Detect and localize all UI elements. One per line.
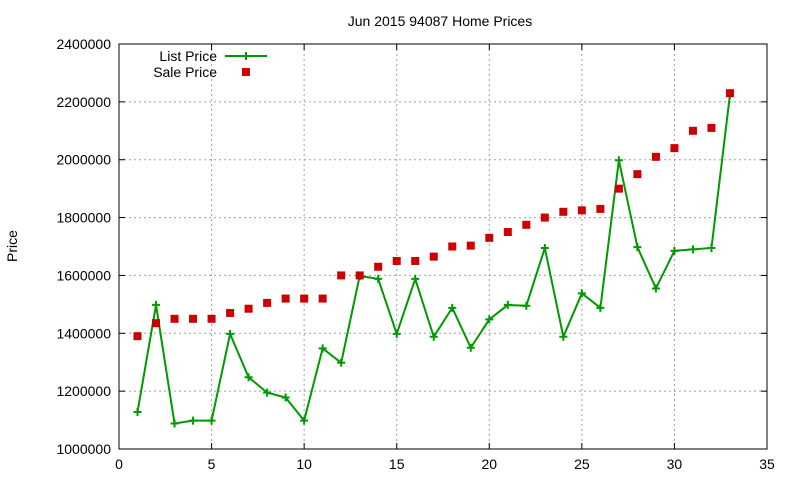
y-axis-label: Price xyxy=(4,230,20,262)
plot-frame xyxy=(118,43,768,450)
sale-price-point xyxy=(226,309,235,318)
sale-price-point xyxy=(725,89,734,98)
sale-price-point xyxy=(281,294,290,303)
list-price-point xyxy=(429,332,438,341)
sale-price-point xyxy=(540,213,549,222)
legend-swatch-sale-price xyxy=(242,68,250,76)
list-price-point xyxy=(133,407,142,416)
x-tick-label: 10 xyxy=(296,456,312,472)
y-tick-label: 1000000 xyxy=(56,441,111,457)
sale-price-point xyxy=(318,294,327,303)
list-price-point xyxy=(577,289,586,298)
y-tick-label: 1600000 xyxy=(56,267,111,283)
sale-price-point xyxy=(392,256,401,265)
list-price-point xyxy=(707,243,716,252)
sale-price-point xyxy=(707,123,716,132)
list-price-point xyxy=(614,156,623,165)
sale-price-point xyxy=(170,314,179,323)
list-price-point xyxy=(300,416,309,425)
sale-price-point xyxy=(429,252,438,261)
list-price-point xyxy=(152,300,161,309)
list-price-point xyxy=(466,343,475,352)
axis-ticks: 0 5 10 15 20 25 30 35 1000000 1200000 1400000 16000… xyxy=(56,36,775,472)
legend-label-sale-price: Sale Price xyxy=(153,64,217,80)
sale-price-point xyxy=(263,298,272,307)
sale-price-point xyxy=(559,207,568,216)
list-price-point xyxy=(189,416,198,425)
x-tick-label: 25 xyxy=(574,456,590,472)
sale-price-point xyxy=(207,314,216,323)
chart-title: Jun 2015 94087 Home Prices xyxy=(348,13,532,29)
sale-price-point xyxy=(522,220,531,229)
list-price-point xyxy=(337,358,346,367)
y-tick-label: 2400000 xyxy=(56,36,111,52)
legend-marker-list-price xyxy=(242,52,250,60)
list-price-point xyxy=(281,393,290,402)
y-tick-label: 2200000 xyxy=(56,94,111,110)
list-price-point xyxy=(244,373,253,382)
list-price-point xyxy=(374,274,383,283)
sale-price-point xyxy=(596,204,605,213)
x-tick-label: 0 xyxy=(115,456,123,472)
sale-price-point xyxy=(614,184,623,193)
series xyxy=(133,89,734,428)
y-tick-label: 1400000 xyxy=(56,325,111,341)
list-price-point xyxy=(596,303,605,312)
list-price-point xyxy=(540,243,549,252)
sale-price-point xyxy=(448,242,457,251)
y-tick-label: 1200000 xyxy=(56,383,111,399)
list-price-point xyxy=(448,303,457,312)
list-price-point xyxy=(688,245,697,254)
list-price-point xyxy=(263,388,272,397)
sale-price-point xyxy=(466,241,475,250)
sale-price-point xyxy=(651,152,660,161)
sale-price-point xyxy=(337,271,346,280)
x-tick-label: 30 xyxy=(667,456,683,472)
sale-price-point xyxy=(485,233,494,242)
list-price-point xyxy=(485,315,494,324)
list-price-point xyxy=(522,301,531,310)
list-price-point xyxy=(207,416,216,425)
list-price-point xyxy=(670,246,679,255)
sale-price-point xyxy=(189,314,198,323)
sale-price-point xyxy=(152,319,161,328)
legend-label-list-price: List Price xyxy=(159,48,217,64)
sale-price-point xyxy=(633,170,642,179)
x-tick-label: 5 xyxy=(208,456,216,472)
sale-price-point xyxy=(374,262,383,271)
legend: List Price Sale Price xyxy=(153,48,267,80)
sale-price-point xyxy=(411,256,420,265)
list-price-point xyxy=(392,329,401,338)
sale-price-point xyxy=(355,271,364,280)
x-tick-label: 35 xyxy=(759,456,775,472)
x-tick-label: 20 xyxy=(481,456,497,472)
sale-price-point xyxy=(503,228,512,237)
sale-price-point xyxy=(688,126,697,135)
legend-swatches xyxy=(225,52,267,76)
list-price-point xyxy=(318,344,327,353)
list-price-point xyxy=(411,274,420,283)
x-tick-label: 15 xyxy=(389,456,405,472)
y-tick-label: 1800000 xyxy=(56,210,111,226)
sale-price-point xyxy=(244,304,253,313)
sale-price-point xyxy=(133,332,142,341)
list-price-point xyxy=(226,329,235,338)
list-price-point xyxy=(651,284,660,293)
grid xyxy=(119,44,767,449)
list-price-point xyxy=(503,300,512,309)
sale-price-point xyxy=(577,206,586,215)
list-price-point xyxy=(170,419,179,428)
y-tick-label: 2000000 xyxy=(56,152,111,168)
sale-price-point xyxy=(670,144,679,153)
sale-price-point xyxy=(300,294,309,303)
list-price-point xyxy=(559,332,568,341)
list-price-point xyxy=(633,243,642,252)
